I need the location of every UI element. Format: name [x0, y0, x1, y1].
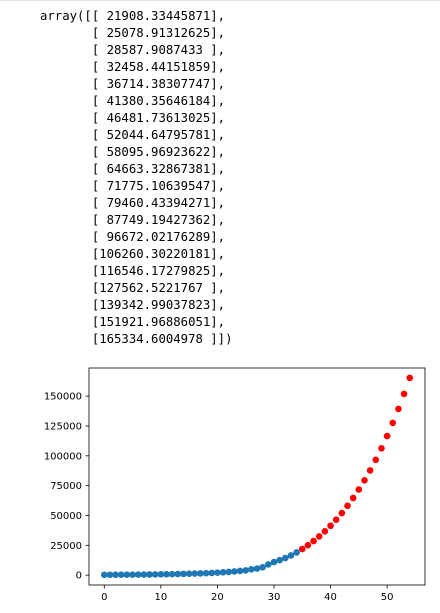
- x-tick-label: 10: [154, 592, 167, 603]
- data-point-blue: [248, 565, 255, 573]
- output-line: [ 41380.35646184],: [40, 94, 226, 108]
- scatter-plot: 0 10 20 30 40 50 0 25000 50000 75000 100000 125000 1…: [44, 367, 426, 603]
- data-point-blue: [168, 570, 176, 578]
- cell-top-border: [0, 0, 440, 1]
- output-line: [ 64663.32867381],: [40, 162, 226, 176]
- data-point-blue: [157, 571, 165, 578]
- data-point-blue: [106, 571, 114, 579]
- data-point-blue: [191, 570, 199, 577]
- data-point-blue: [117, 571, 125, 579]
- axis-ticks: 0 10 20 30 40 50 0 25000 50000 75000 100000 125000 1…: [44, 392, 394, 603]
- output-line: [ 25078.91312625],: [40, 26, 226, 40]
- y-tick-label: 150000: [44, 392, 82, 403]
- data-point-blue: [293, 549, 300, 556]
- data-point-blue: [163, 570, 170, 578]
- data-point-blue: [140, 571, 148, 578]
- data-point-blue: [225, 568, 233, 576]
- output-line: [116546.17279825],: [40, 264, 226, 278]
- data-point-blue: [202, 569, 210, 577]
- output-line: [ 46481.73613025],: [40, 111, 226, 125]
- y-tick-label: 75000: [50, 481, 82, 492]
- data-point-blue: [242, 567, 249, 574]
- data-point-blue: [100, 571, 108, 579]
- data-point-blue: [208, 569, 216, 577]
- output-line: [ 71775.10639547],: [40, 179, 226, 193]
- output-line: [139342.99037823],: [40, 298, 226, 312]
- y-tick-label: 100000: [44, 451, 82, 462]
- output-line: [ 79460.43394271],: [40, 196, 226, 210]
- output-line: [151921.96886051],: [40, 315, 226, 329]
- data-point-red: [389, 419, 397, 427]
- data-point-red: [344, 502, 351, 510]
- data-point-blue: [123, 571, 131, 578]
- data-point-red: [315, 533, 323, 540]
- data-point-blue: [112, 571, 119, 579]
- y-tick-label: 0: [76, 571, 82, 582]
- data-point-blue: [214, 569, 221, 576]
- output-line: array([[ 21908.33445871],: [40, 9, 226, 23]
- x-tick-label: 50: [381, 592, 394, 603]
- data-point-red: [338, 509, 346, 517]
- data-point-red: [372, 456, 380, 464]
- x-tick-label: 40: [324, 592, 337, 603]
- data-point-blue: [231, 568, 238, 575]
- output-line: [127562.5221767 ],: [40, 281, 226, 295]
- data-point-red: [400, 390, 408, 398]
- x-tick-label: 30: [268, 592, 281, 603]
- data-point-blue: [276, 556, 283, 564]
- output-line: [ 96672.02176289],: [40, 230, 226, 244]
- data-point-red: [332, 516, 340, 523]
- data-point-red: [321, 528, 329, 535]
- data-point-blue: [287, 552, 295, 559]
- data-point-blue: [134, 571, 142, 578]
- data-point-red: [406, 374, 414, 382]
- data-point-red: [355, 486, 363, 493]
- data-point-red: [366, 467, 374, 474]
- data-point-blue: [174, 570, 182, 578]
- output-line: [165334.6004978 ]]): [40, 332, 233, 346]
- data-points: [100, 374, 414, 579]
- y-tick-label: 125000: [44, 421, 82, 432]
- data-point-blue: [185, 570, 193, 578]
- output-line: [ 32458.44151859],: [40, 60, 226, 74]
- output-line: [106260.30220181],: [40, 247, 226, 261]
- data-point-blue: [270, 558, 278, 566]
- y-tick-label: 50000: [50, 511, 82, 522]
- data-point-red: [298, 545, 306, 553]
- output-line: [ 36714.38307747],: [40, 77, 226, 91]
- data-point-blue: [129, 571, 136, 578]
- data-point-red: [349, 494, 357, 502]
- data-point-red: [327, 522, 334, 530]
- output-line: [ 52044.64795781],: [40, 128, 226, 142]
- data-point-blue: [281, 554, 289, 562]
- data-point-blue: [265, 561, 272, 568]
- data-point-blue: [180, 570, 187, 578]
- data-point-blue: [259, 563, 266, 571]
- data-point-blue: [219, 568, 227, 576]
- data-point-red: [304, 541, 312, 549]
- cell-output-array: array([[ 21908.33445871], [ 25078.913126…: [40, 8, 233, 348]
- x-tick-label: 20: [211, 592, 224, 603]
- data-point-blue: [197, 570, 204, 577]
- data-point-red: [395, 405, 402, 413]
- output-line: [ 58095.96923622],: [40, 145, 226, 159]
- data-point-red: [361, 477, 368, 484]
- output-line: [ 87749.19427362],: [40, 213, 226, 227]
- data-point-blue: [236, 567, 244, 575]
- data-point-red: [383, 432, 391, 440]
- output-line: [ 28587.9087433 ],: [40, 43, 226, 57]
- y-tick-label: 25000: [50, 541, 82, 552]
- plot-area-frame: [88, 367, 426, 586]
- data-point-blue: [151, 571, 159, 578]
- data-point-blue: [146, 571, 153, 578]
- data-point-red: [378, 445, 385, 452]
- data-point-red: [310, 537, 317, 545]
- data-point-blue: [253, 565, 261, 572]
- x-tick-label: 0: [101, 592, 107, 603]
